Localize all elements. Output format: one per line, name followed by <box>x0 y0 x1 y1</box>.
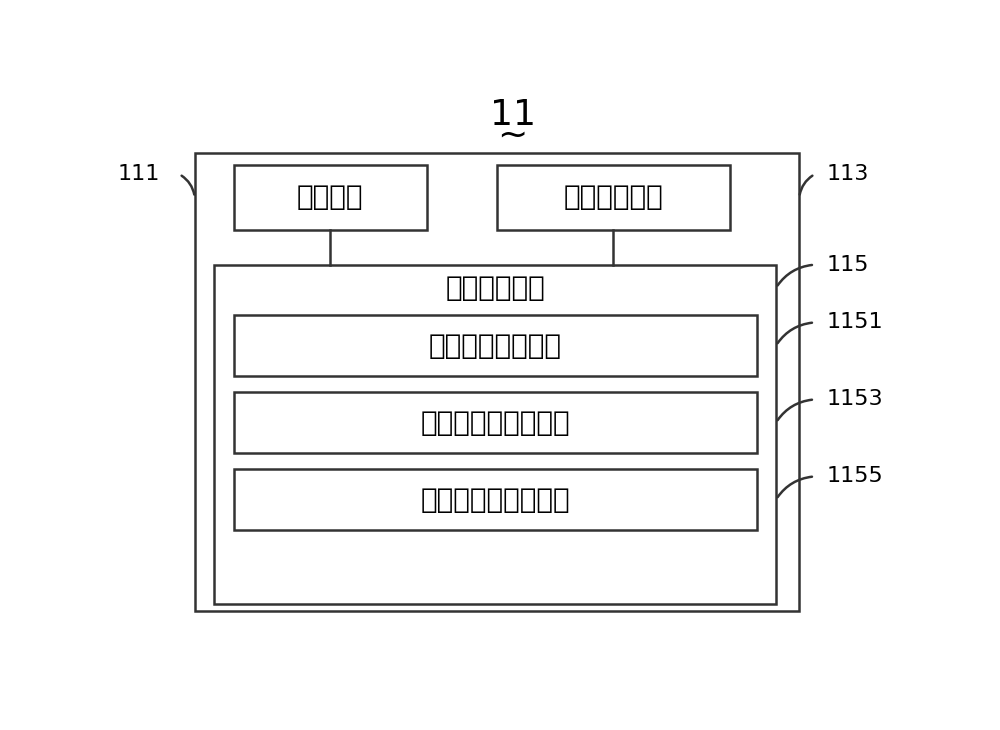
Bar <box>234 469 757 531</box>
Text: ~: ~ <box>497 118 528 153</box>
Bar <box>234 392 757 453</box>
Bar <box>234 315 757 377</box>
Text: 113: 113 <box>826 164 869 184</box>
Bar <box>214 265 776 604</box>
Text: 无线通信模块: 无线通信模块 <box>563 183 663 211</box>
Bar <box>195 153 799 611</box>
Text: 1153: 1153 <box>826 389 883 410</box>
Bar <box>234 164 427 230</box>
Text: 111: 111 <box>118 164 160 184</box>
Text: 曝光量调整子模块: 曝光量调整子模块 <box>429 331 562 360</box>
Text: 11: 11 <box>490 98 536 131</box>
Text: 校正系数生成子模块: 校正系数生成子模块 <box>420 485 570 513</box>
Text: 拍摄距离提示子模块: 拍摄距离提示子模块 <box>420 409 570 437</box>
Text: 1151: 1151 <box>826 312 883 332</box>
Text: 相机模块: 相机模块 <box>297 183 364 211</box>
Text: 1155: 1155 <box>826 466 883 486</box>
Text: 115: 115 <box>826 255 869 274</box>
Bar <box>497 164 730 230</box>
Text: 校正软件模块: 校正软件模块 <box>445 274 545 301</box>
